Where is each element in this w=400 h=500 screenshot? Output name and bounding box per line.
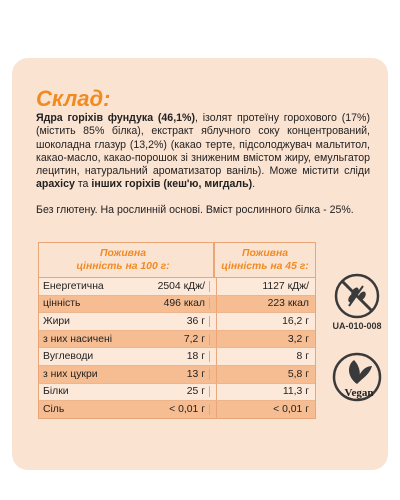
value-100g: 2504 кДж/ (135, 280, 210, 292)
value-100g: 36 г (135, 315, 210, 327)
header-cell: Поживна цінність на 45 г: (214, 243, 315, 277)
header-line: цінність на 45 г: (221, 261, 309, 272)
value-100g: 25 г (135, 386, 210, 398)
value-45g: 223 ккал (267, 298, 309, 310)
note: Без глютену. На рослинній основі. Вміст … (36, 204, 354, 216)
nutrient-name: Вуглеводи (43, 351, 94, 363)
value-100g: < 0,01 г (135, 403, 210, 415)
gap (210, 330, 217, 348)
table-row: Білки 25 г 11,3 г (39, 383, 315, 402)
value-100g: 496 ккал (135, 298, 210, 310)
value-45g: < 0,01 г (273, 403, 309, 415)
gap (210, 401, 217, 418)
value-45g: 16,2 г (282, 315, 309, 327)
nutrient-name: Сіль (43, 403, 65, 415)
table-row: Вуглеводи 18 г 8 г (39, 348, 315, 366)
header-row: Поживна цінність на 100 г: Поживна цінність… (39, 243, 315, 278)
gluten-free-icon (334, 273, 380, 319)
gap (210, 278, 217, 295)
value-100g: 13 г (135, 368, 210, 380)
ingredients: Ядра горіхів фундука (46,1%), ізолят про… (36, 112, 370, 192)
vegan-icon: Vegan (332, 352, 382, 402)
gap (207, 243, 214, 277)
gap (210, 295, 217, 313)
value-45g: 11,3 г (282, 386, 309, 398)
nutrient-name: Жири (43, 315, 70, 327)
gap (210, 313, 217, 330)
certificate: UA-010-008 (332, 321, 382, 331)
nutrient-name: Білки (43, 386, 69, 398)
value-100g: 18 г (135, 351, 210, 363)
gap (210, 348, 217, 365)
value-45g: 3,2 г (287, 333, 309, 345)
nutrient-name: з них цукри (43, 368, 98, 380)
value-45g: 1127 кДж/ (262, 280, 309, 292)
nutrient-name: цінність (43, 298, 81, 310)
header-cell: Поживна цінність на 100 г: (39, 243, 207, 277)
table-row: Енергетична 2504 кДж/1127 кДж/ (39, 278, 315, 296)
gap (210, 383, 217, 401)
ingredient-text: . (252, 178, 256, 191)
title: Склад: (36, 86, 111, 111)
ingredient-text: та (74, 178, 92, 191)
nutrient-name: Енергетична (43, 280, 104, 292)
ingredient-text: Ядра горіхів фундука (46,1%) (36, 112, 195, 124)
table-row: Жири 36 г 16,2 г (39, 313, 315, 331)
ingredient-text: , ізолят протеїну горохового (17%) (міст… (36, 112, 370, 178)
header-line: Поживна (99, 248, 146, 259)
table-row: з них цукри 13 г 5,8 г (39, 365, 315, 384)
ingredient-text: інших горіхів (кеш'ю, мигдаль) (91, 178, 253, 191)
value-45g: 5,8 г (287, 368, 309, 380)
gap (210, 365, 217, 383)
table-row: Сіль < 0,01 г < 0,01 г (39, 401, 315, 418)
table-row: цінність 496 ккал 223 ккал (39, 295, 315, 314)
nutrition-table: Поживна цінність на 100 г: Поживна цінність… (38, 242, 316, 419)
ingredient-text: арахісу (36, 178, 75, 191)
value-100g: 7,2 г (135, 333, 210, 345)
vegan-label: Vegan (345, 387, 374, 399)
table-row: з них насичені 7,2 г 3,2 г (39, 330, 315, 349)
nutrient-name: з них насичені (43, 333, 113, 345)
value-45g: 8 г (296, 351, 309, 363)
header-line: цінність на 100 г: (76, 261, 170, 272)
header-line: Поживна (241, 248, 288, 259)
